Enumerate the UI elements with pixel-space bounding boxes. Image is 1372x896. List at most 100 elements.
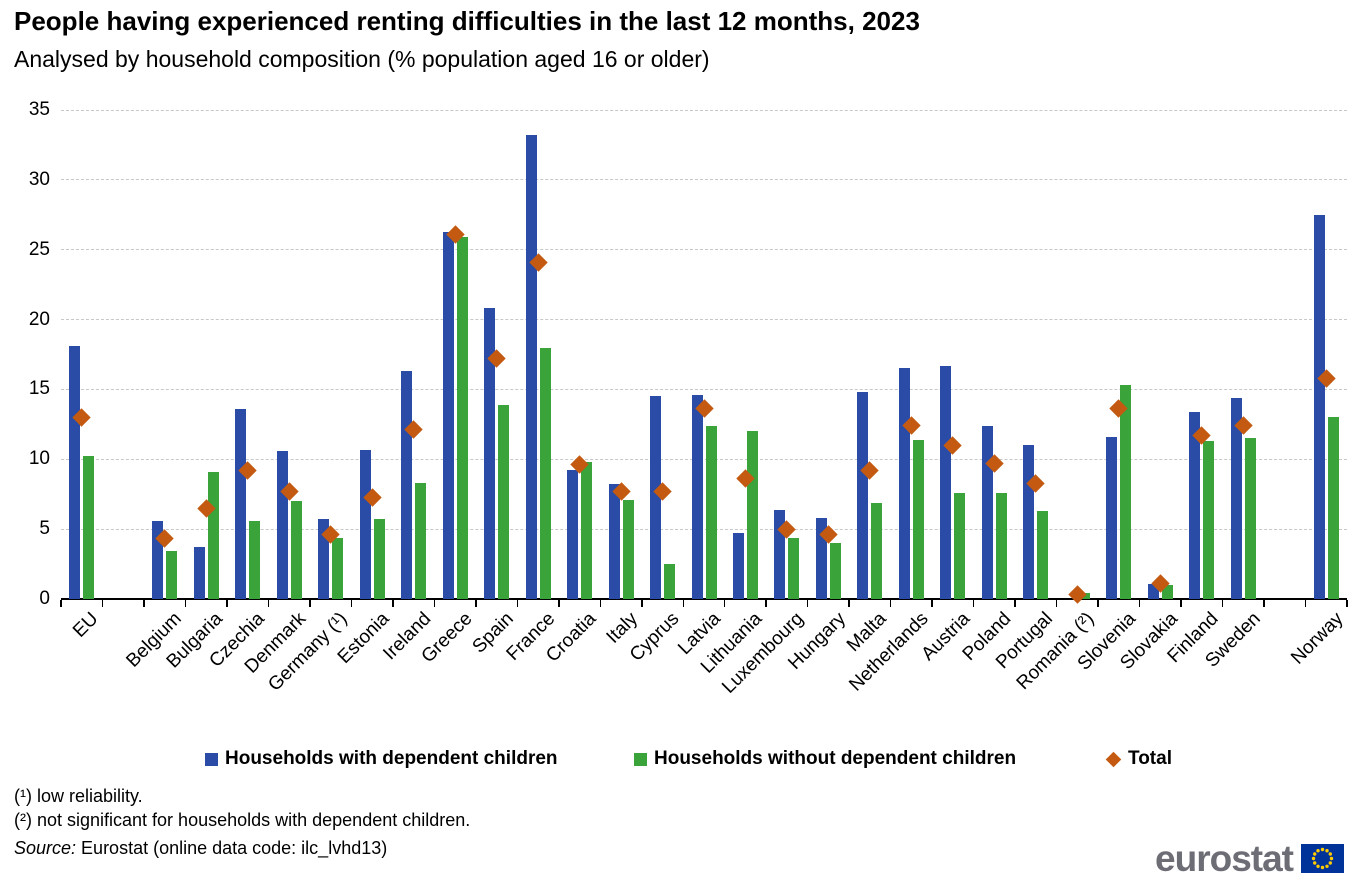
bar-without-children-Luxembourg xyxy=(788,537,800,599)
x-axis-tick xyxy=(599,600,602,607)
y-axis-tick-label: 35 xyxy=(28,99,50,120)
bar-with-children-Lithuania xyxy=(732,533,744,599)
bar-with-children-Malta xyxy=(857,392,869,599)
footnote-not-significant: (²) not significant for households with … xyxy=(14,810,471,830)
bar-without-children-Latvia xyxy=(705,425,717,599)
x-axis-tick xyxy=(682,600,684,607)
bar-with-children-Hungary xyxy=(815,517,827,599)
x-axis-tick xyxy=(143,600,145,607)
bar-without-children-Czechia xyxy=(249,520,261,599)
bar-with-children-Slovenia xyxy=(1106,436,1118,599)
y-axis-tick-label: 20 xyxy=(28,308,50,330)
bar-without-children-Finland xyxy=(1203,441,1215,599)
x-axis-tick xyxy=(350,600,353,607)
bar-without-children-Netherlands xyxy=(912,439,924,599)
bar-without-children-Germany (¹) xyxy=(332,537,344,599)
eu-flag-star-icon xyxy=(1316,849,1320,853)
eu-flag-star-icon xyxy=(1320,847,1325,852)
bar-without-children-Austria xyxy=(954,492,966,599)
bar-with-children-Czechia xyxy=(235,408,247,599)
bar-without-children-France xyxy=(539,347,551,599)
bar-with-children-Portugal xyxy=(1023,445,1035,599)
x-axis-tick xyxy=(806,600,809,607)
bar-with-children-Croatia xyxy=(567,470,579,599)
y-axis-tick-label: 10 xyxy=(28,448,50,470)
legend-item-without-children: Households without dependent children xyxy=(634,748,1016,770)
x-axis-tick xyxy=(101,600,104,607)
bar-with-children-Ireland xyxy=(401,371,413,599)
gridline-25 xyxy=(61,249,1347,251)
x-axis-tick xyxy=(433,600,436,607)
bar-with-children-Sweden xyxy=(1230,397,1242,599)
bar-without-children-Lithuania xyxy=(746,431,758,599)
source-text: Eurostat (online data code: ilc_lvhd13) xyxy=(81,838,388,858)
y-axis-tick-label: 30 xyxy=(28,168,50,190)
bar-without-children-Portugal xyxy=(1037,510,1049,599)
chart-subtitle: Analysed by household composition (% pop… xyxy=(14,46,710,72)
bar-without-children-Hungary xyxy=(829,543,841,599)
bar-with-children-Finland xyxy=(1189,411,1201,599)
bar-with-children-Austria xyxy=(940,365,952,599)
bar-with-children-Germany (¹) xyxy=(318,519,330,599)
bar-with-children-Slovakia xyxy=(1147,583,1159,599)
bar-with-children-Denmark xyxy=(276,450,288,599)
bar-without-children-Slovenia xyxy=(1120,385,1132,599)
bar-with-children-Norway xyxy=(1313,214,1325,599)
x-axis-label-Norway: Norway xyxy=(1287,608,1348,669)
x-axis-tick xyxy=(516,600,519,607)
legend-item-total: Total xyxy=(1105,748,1172,770)
legend-label-total: Total xyxy=(1128,748,1172,769)
x-axis-label-EU: EU xyxy=(69,608,103,642)
eu-flag-star-icon xyxy=(1325,849,1329,853)
x-axis-tick xyxy=(1304,600,1307,607)
legend-label-without-children: Households without dependent children xyxy=(654,748,1017,769)
source-label: Source: xyxy=(14,838,77,858)
x-axis-tick xyxy=(848,600,850,607)
x-axis-tick xyxy=(60,600,62,607)
x-axis-tick xyxy=(184,600,187,607)
chart-title: People having experienced renting diffic… xyxy=(14,6,920,36)
x-axis-tick xyxy=(1014,600,1016,607)
legend-item-with-children: Households with dependent children xyxy=(205,748,558,770)
x-axis-tick xyxy=(1263,600,1265,607)
bar-without-children-Spain xyxy=(498,404,510,599)
x-axis-tick xyxy=(931,600,933,607)
x-axis-tick xyxy=(475,600,477,607)
y-axis-tick-label: 15 xyxy=(28,378,50,400)
footnote-low-reliability: (¹) low reliability. xyxy=(14,786,143,806)
bar-with-children-Italy xyxy=(608,484,620,599)
eu-flag-star-icon xyxy=(1328,861,1332,865)
eu-flag-star-icon xyxy=(1328,852,1332,856)
bar-without-children-Malta xyxy=(871,502,883,599)
bar-without-children-Slovakia xyxy=(1161,585,1173,599)
bar-with-children-Estonia xyxy=(359,449,371,599)
x-axis-tick xyxy=(641,600,643,607)
y-axis-tick-label: 5 xyxy=(39,518,50,540)
bar-without-children-Norway xyxy=(1327,417,1339,599)
eu-flag-star-icon xyxy=(1325,864,1329,868)
eu-flag-star-icon xyxy=(1311,856,1316,861)
legend-swatch-orange-diamond-icon xyxy=(1105,751,1122,767)
x-axis-tick xyxy=(723,600,726,607)
bar-with-children-Poland xyxy=(981,425,993,599)
x-axis-line xyxy=(61,598,1347,600)
bar-without-children-Belgium xyxy=(166,551,178,599)
bar-without-children-EU xyxy=(83,456,95,599)
x-axis-tick xyxy=(889,600,892,607)
bar-with-children-EU xyxy=(69,346,81,599)
eu-flag-star-icon xyxy=(1329,856,1334,861)
eurostat-logo-text: eurostat xyxy=(1155,838,1294,879)
eu-flag-star-icon xyxy=(1313,861,1317,865)
gridline-15 xyxy=(61,388,1347,390)
x-axis-tick xyxy=(309,600,311,607)
gridline-5 xyxy=(61,528,1347,530)
legend: Households with dependent children House… xyxy=(0,748,1372,778)
x-axis-tick xyxy=(1346,600,1348,607)
bar-with-children-Luxembourg xyxy=(774,509,786,599)
eu-flag-icon xyxy=(1301,844,1344,873)
eu-flag-star-icon xyxy=(1320,865,1325,870)
bar-without-children-Sweden xyxy=(1244,438,1256,599)
x-axis-tick xyxy=(1055,600,1058,607)
